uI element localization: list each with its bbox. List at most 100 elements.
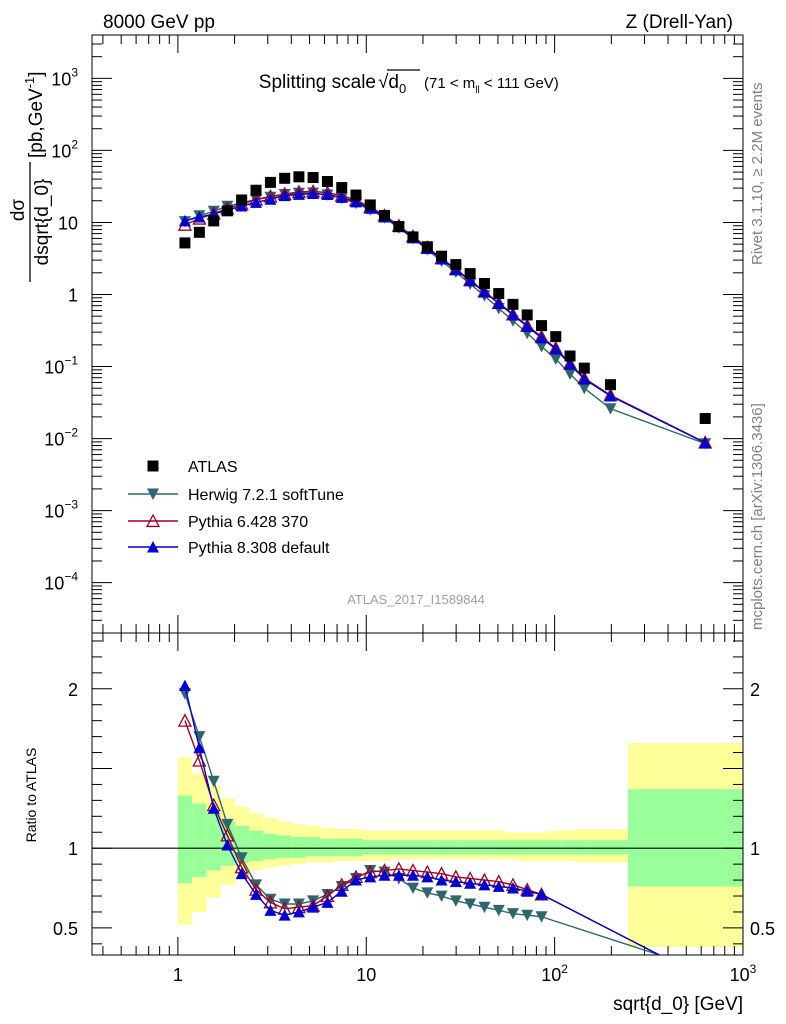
- ratio-point-pythia8: [178, 679, 191, 692]
- ratio-point-herwig: [464, 898, 477, 910]
- band-green: [590, 840, 628, 855]
- band-green: [291, 837, 306, 858]
- band-green: [362, 840, 377, 855]
- data-point-atlas: [699, 412, 711, 424]
- legend: ATLAS Herwig 7.2.1 softTune Pythia 6.428 3…: [128, 459, 344, 557]
- main-series-pythia6: [177, 183, 713, 449]
- y-tick-label: 102: [51, 137, 78, 161]
- band-green: [320, 838, 335, 857]
- data-point-atlas: [236, 194, 248, 206]
- ratio-point-herwig: [235, 852, 248, 864]
- title-cut-sub: ll: [475, 85, 479, 96]
- ratio-y-label: Ratio to ATLAS: [23, 748, 39, 843]
- ratio-point-herwig: [521, 909, 534, 922]
- ratio-line-herwig: [184, 693, 542, 918]
- band-green: [519, 840, 534, 855]
- data-point-pythia8: [292, 188, 305, 200]
- ratio-point-herwig: [292, 898, 305, 910]
- data-point-atlas: [436, 250, 448, 262]
- ratio-point-pythia8: [464, 877, 477, 889]
- data-point-pythia8: [492, 297, 505, 309]
- y-tick-label: 10−2: [44, 426, 78, 450]
- y-axis-label-main: dσ dsqrt{d_0} [pb,GeV-1]: [8, 71, 53, 282]
- data-point-atlas: [507, 298, 519, 310]
- data-point-atlas: [221, 205, 233, 217]
- series-line-pythia8: [184, 192, 706, 444]
- ratio-point-pythia8: [492, 880, 505, 892]
- data-point-pythia8: [278, 189, 291, 202]
- main-series-pythia8: [178, 187, 712, 449]
- band-green: [348, 838, 363, 857]
- data-point-herwig: [564, 368, 577, 380]
- data-point-atlas: [193, 226, 205, 238]
- ratio-point-pythia8: [421, 870, 434, 883]
- ratio-point-pythia8: [207, 802, 220, 814]
- data-point-pythia8: [549, 343, 562, 355]
- data-point-pythia8: [478, 286, 491, 298]
- ratio-point-pythia8: [250, 888, 263, 900]
- ratio-point-herwig: [307, 895, 320, 907]
- data-point-pythia8: [264, 193, 277, 205]
- data-point-atlas: [350, 189, 362, 201]
- data-point-atlas: [464, 268, 476, 280]
- ratio-point-herwig: [264, 893, 277, 906]
- ratio-tail-pythia8: [541, 893, 661, 955]
- band-green: [448, 840, 463, 855]
- data-point-pythia8: [235, 200, 248, 212]
- y-tick-label: 1: [68, 285, 78, 305]
- data-point-pythia8: [578, 373, 591, 385]
- ratio-point-pythia8: [349, 874, 362, 886]
- data-point-pythia8: [506, 308, 519, 321]
- legend-marker: [147, 488, 159, 500]
- data-point-atlas: [279, 172, 291, 184]
- data-point-herwig: [578, 382, 591, 395]
- band-green: [627, 789, 743, 887]
- data-point-pythia8: [321, 188, 334, 200]
- ratio-y-tick-label: 1: [68, 839, 78, 859]
- main-series-atlas: [179, 171, 711, 424]
- data-point-atlas: [379, 209, 391, 221]
- data-point-atlas: [208, 215, 220, 227]
- ratio-point-pythia8: [378, 869, 391, 881]
- band-green: [263, 833, 278, 860]
- data-point-atlas: [393, 220, 405, 232]
- ratio-point-herwig: [221, 818, 234, 831]
- ratio-point-pythia8: [321, 896, 334, 908]
- data-point-pythia8: [564, 358, 577, 370]
- data-point-atlas: [450, 259, 462, 271]
- band-green: [192, 803, 207, 877]
- band-green: [376, 840, 392, 855]
- legend-item-pythia8: Pythia 8.308 default: [128, 540, 330, 557]
- ylabel-unit-sup: -1: [22, 77, 37, 89]
- ratio-point-herwig: [535, 911, 548, 923]
- y-tick-label: 10−3: [44, 498, 78, 522]
- plot-title-text: Splitting scale: [259, 72, 376, 93]
- rivet-label: Rivet 3.1.10, ≥ 2.2M events: [749, 83, 766, 266]
- ratio-plot-frame: 1 10 102 103 0.5 0.5 1 1 2 2: [53, 632, 775, 985]
- legend-item-pythia6: Pythia 6.428 370: [128, 513, 308, 531]
- ratio-y-tick-label-right: 2: [750, 680, 760, 700]
- ratio-series-group: [177, 679, 662, 955]
- title-cut-end: < 111 GeV): [480, 75, 559, 92]
- ratio-point-herwig: [435, 890, 448, 903]
- ratio-point-herwig: [364, 865, 377, 877]
- data-point-pythia8: [604, 389, 617, 402]
- legend-label: Pythia 8.308 default: [188, 540, 330, 557]
- ratio-point-pythia8: [364, 870, 377, 883]
- band-green: [305, 837, 321, 857]
- ratio-y-tick-label-right: 1: [750, 839, 760, 859]
- x-tick-label: 10: [356, 965, 376, 985]
- band-green: [405, 840, 420, 855]
- ratio-point-pythia8: [521, 885, 534, 897]
- ylabel-unit-text: [pb,GeV: [26, 88, 47, 158]
- ratio-point-pythia8: [235, 867, 248, 880]
- ratio-point-herwig: [506, 908, 519, 920]
- legend-label: Pythia 6.428 370: [188, 514, 308, 531]
- ratio-point-pythia8: [307, 901, 320, 913]
- ratio-tail-herwig: [541, 916, 662, 955]
- data-point-pythia8: [349, 195, 362, 208]
- y-tick-label: 10−4: [44, 570, 78, 594]
- data-point-atlas: [421, 241, 433, 253]
